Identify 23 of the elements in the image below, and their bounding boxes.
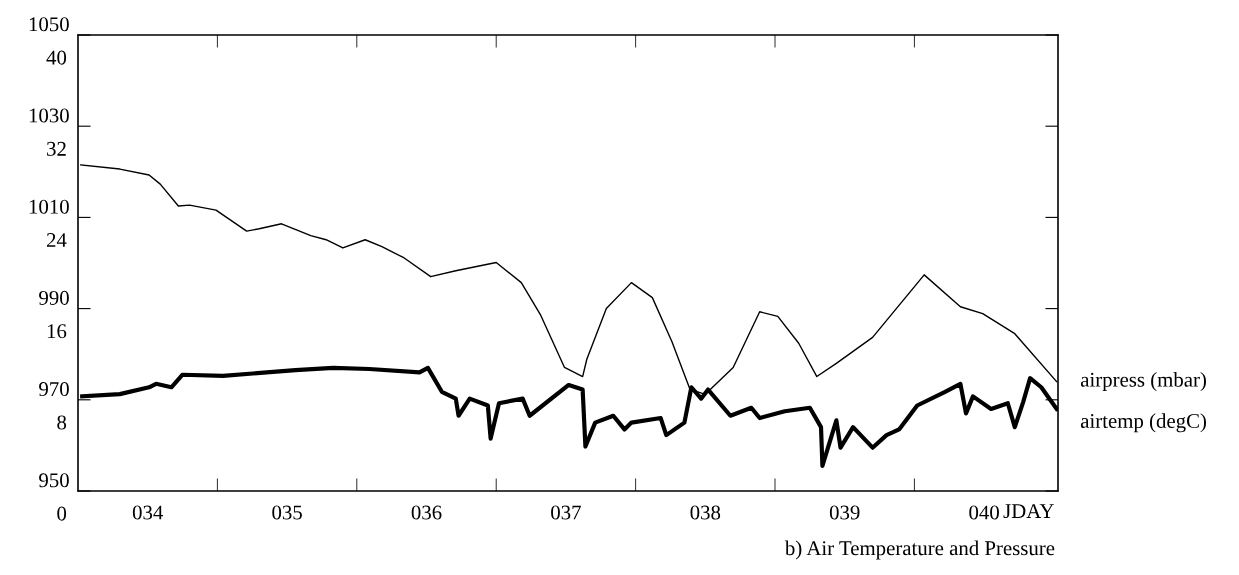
y-tick-label: 1030 bbox=[29, 108, 69, 123]
x-tick-label: 040 bbox=[969, 505, 999, 520]
x-axis-title: JDAY bbox=[1003, 504, 1054, 519]
y2-tick-label: 0 bbox=[57, 506, 67, 521]
series-label: airpress (mbar) bbox=[1080, 372, 1206, 392]
y-tick-label: 1010 bbox=[29, 199, 69, 214]
x-tick-label: 039 bbox=[829, 505, 860, 520]
y2-tick-label: 32 bbox=[47, 141, 66, 156]
x-tick-label: 038 bbox=[690, 505, 721, 520]
y-tick-label: 990 bbox=[39, 290, 69, 305]
y2-tick-label: 24 bbox=[46, 233, 67, 247]
x-tick-label: 036 bbox=[411, 505, 442, 520]
x-tick-label: 034 bbox=[132, 505, 163, 520]
y2-tick-label: 16 bbox=[47, 324, 67, 339]
y2-tick-label: 40 bbox=[46, 50, 67, 65]
y2-tick-label: 8 bbox=[57, 415, 67, 430]
y-tick-label: 970 bbox=[39, 382, 69, 397]
series-label: airtemp (degC) bbox=[1080, 413, 1206, 433]
text: b) Air Temperature and Pressure bbox=[784, 540, 1055, 560]
y-tick-label: 1050 bbox=[29, 17, 69, 32]
y-tick-label: 950 bbox=[39, 473, 69, 488]
x-tick-label: 035 bbox=[272, 505, 302, 520]
x-tick-label: 037 bbox=[551, 505, 581, 520]
